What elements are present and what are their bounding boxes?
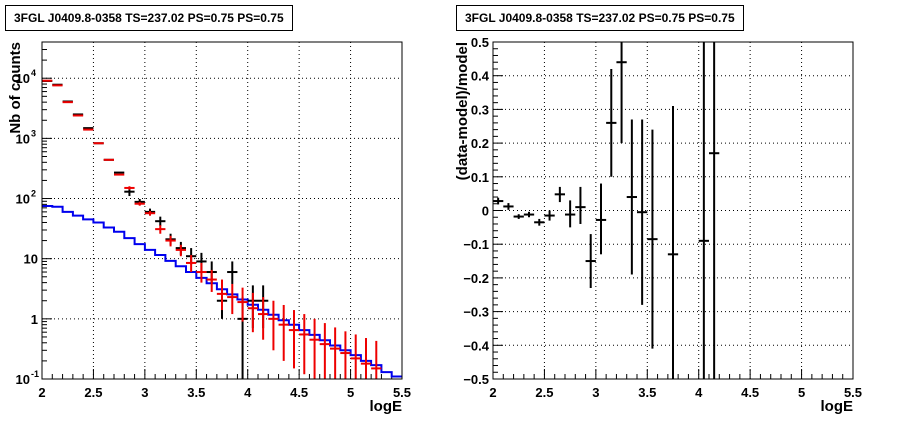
y-tick-exponent: -1 (31, 369, 39, 379)
residuals-panel: 3FGL J0409.8-0358 TS=237.02 PS=0.75 PS=0… (449, 0, 898, 421)
data-point (206, 269, 217, 292)
data-point (554, 186, 565, 203)
data-point (247, 292, 258, 333)
data-point (227, 261, 238, 284)
data-point (595, 183, 607, 255)
y-tick-label: −0.2 (463, 271, 489, 286)
y-tick-label: −0.1 (463, 237, 489, 252)
y-tick-label: 1 (31, 312, 38, 327)
data-point (565, 200, 576, 228)
data-point (585, 234, 596, 289)
y-axis-label: (data-model)/model (454, 42, 471, 180)
series-0 (493, 42, 720, 379)
x-tick-label: 3 (592, 385, 599, 400)
x-tick-label: 5 (798, 385, 805, 400)
x-tick-label: 2 (38, 385, 45, 400)
data-point (124, 186, 135, 190)
x-tick-label: 5.5 (393, 385, 411, 400)
data-point (616, 42, 627, 144)
counts-panel: 3FGL J0409.8-0358 TS=237.02 PS=0.75 PS=0… (5, 5, 411, 415)
x-tick-label: 5 (347, 385, 354, 400)
x-tick-label: 4 (695, 385, 703, 400)
y-tick-label: −0.4 (463, 338, 489, 353)
series-1 (42, 79, 382, 379)
residuals-chart: 2 2.5 3 3.5 4 4.5 5 5.5 −0.5 −0.4 −0.3 −0.2 −0.1 0 0.1… (454, 35, 862, 415)
plot-frame (492, 41, 854, 380)
data-point (371, 340, 382, 379)
x-tick-label: 2.5 (84, 385, 102, 400)
chart-title: 3FGL J0409.8-0358 TS=237.02 PS=0.75 PS=0… (5, 5, 293, 31)
data-point (268, 300, 279, 351)
data-point (186, 255, 197, 273)
data-point (155, 216, 166, 226)
data-point (503, 203, 514, 210)
x-tick-label: 4.5 (741, 385, 759, 400)
data-point (647, 129, 658, 349)
y-tick-label: 0.5 (471, 35, 489, 50)
x-axis-label: logE (370, 398, 403, 415)
x-tick-label: 3.5 (187, 385, 205, 400)
data-point (513, 214, 524, 219)
data-point (165, 235, 176, 247)
data-point (626, 119, 637, 275)
data-point (698, 42, 709, 379)
plot-frame (41, 41, 403, 380)
x-tick-label: 4.5 (290, 385, 308, 400)
x-tick-label: 2 (489, 385, 496, 400)
data-point (299, 314, 310, 375)
data-point (667, 106, 679, 379)
data-point (534, 218, 545, 226)
y-tick-label: −0.3 (463, 305, 489, 320)
data-point (288, 310, 300, 369)
data-point (134, 201, 145, 206)
y-tick-label: 0.1 (471, 170, 489, 185)
data-point (575, 186, 586, 224)
x-tick-label: 2.5 (535, 385, 553, 400)
x-tick-label: 3 (141, 385, 148, 400)
y-axis-label: Nb of counts (7, 42, 24, 134)
data-point (340, 331, 351, 379)
x-tick-label: 5.5 (844, 385, 862, 400)
data-point (330, 327, 341, 379)
y-tick-exponent: 4 (31, 68, 36, 78)
data-point (227, 283, 238, 315)
data-point (709, 42, 720, 379)
y-tick-label: 0.2 (471, 136, 489, 151)
data-point (319, 323, 330, 379)
y-tick-label: 10 (16, 192, 30, 207)
y-tick-label: 0 (482, 204, 489, 219)
x-tick-label: 4 (244, 385, 252, 400)
plot-area (42, 42, 402, 379)
data-point (606, 68, 617, 177)
data-point (175, 244, 186, 257)
data-point (258, 297, 269, 340)
data-point (493, 197, 504, 205)
y-tick-label: 10 (16, 71, 30, 86)
data-point (155, 225, 166, 234)
y-tick-exponent: 3 (31, 128, 36, 138)
data-point (309, 318, 320, 379)
y-tick-label: 0.4 (471, 69, 490, 84)
data-point (544, 210, 555, 221)
y-tick-label: −0.5 (463, 372, 489, 387)
y-tick-label: 10 (16, 131, 30, 146)
chart-title: 3FGL J0409.8-0358 TS=237.02 PS=0.75 PS=0… (456, 5, 744, 31)
data-point (278, 304, 289, 361)
y-tick-exponent: 2 (31, 189, 36, 199)
data-point (237, 287, 248, 322)
data-point (144, 211, 156, 216)
y-tick-label: 0.3 (471, 102, 489, 117)
data-point (196, 262, 207, 283)
data-point (216, 279, 228, 311)
data-point (523, 211, 535, 218)
data-point (360, 338, 372, 379)
data-point (637, 119, 648, 305)
x-tick-label: 3.5 (638, 385, 656, 400)
data-point (350, 334, 361, 379)
y-tick-label: 10 (24, 252, 38, 267)
x-axis-label: logE (821, 398, 854, 415)
y-tick-label: 10 (16, 372, 30, 387)
